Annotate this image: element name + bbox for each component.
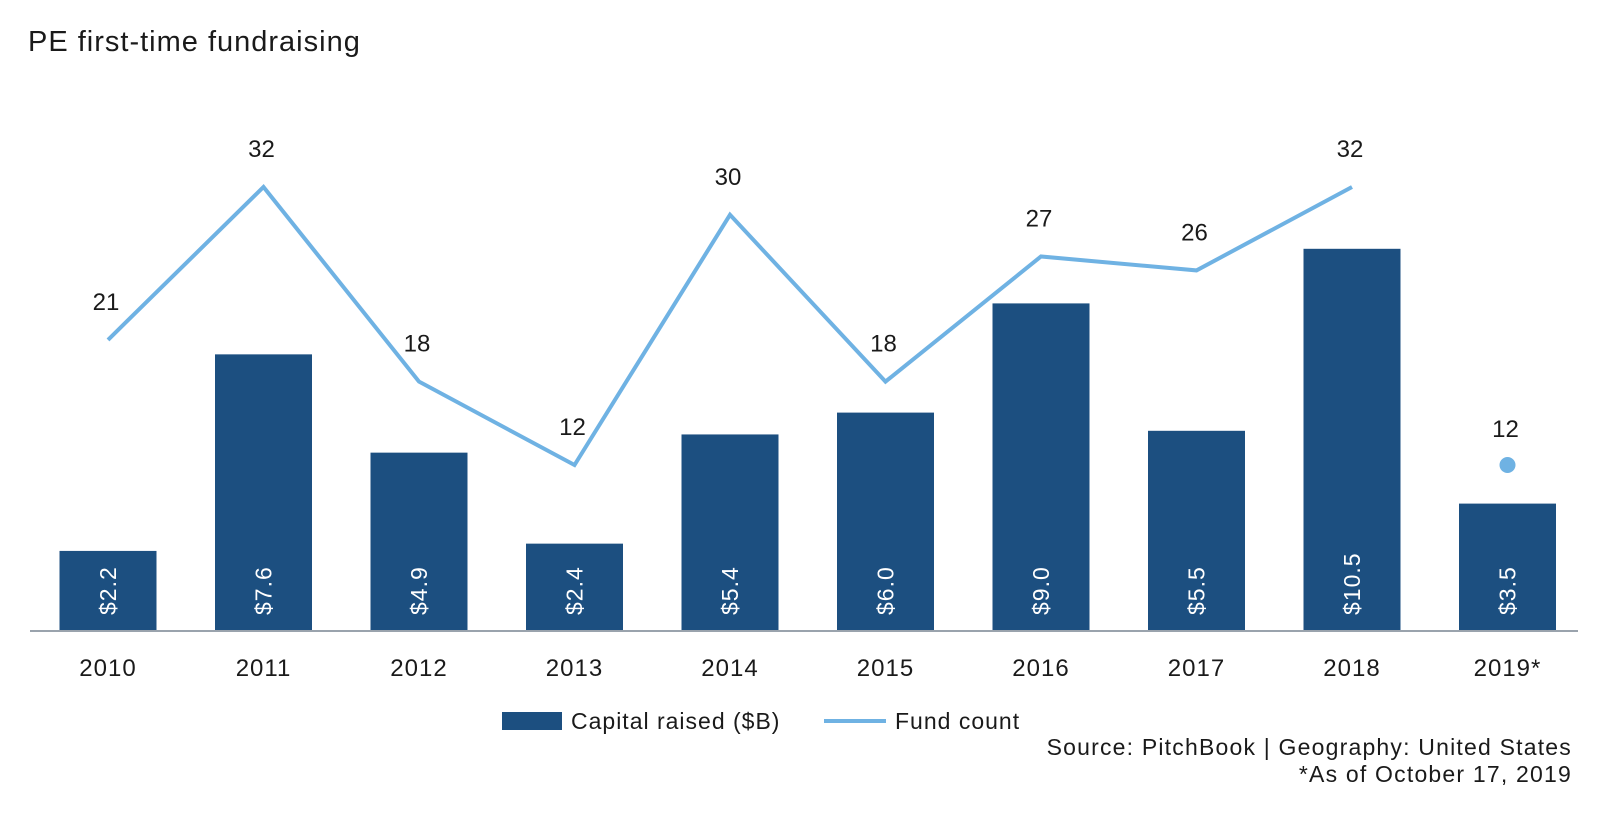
fund-count-label-2016: 27	[1026, 206, 1053, 233]
bar-2017	[1148, 430, 1245, 631]
chart-title: PE first-time fundraising	[28, 26, 361, 58]
bar-label-2016: $9.0	[1028, 566, 1054, 615]
fund-count-label-2012: 18	[404, 331, 431, 358]
bar-label-2010: $2.2	[95, 566, 121, 615]
fund-count-line	[106, 184, 1353, 468]
bar-2014	[681, 434, 779, 631]
bar-2016	[992, 303, 1090, 631]
bar-2019	[1459, 503, 1556, 631]
fund-count-label-2015: 18	[870, 331, 897, 358]
fund-count-label-2019: 12	[1492, 416, 1519, 443]
fund-count-label-2018: 32	[1337, 136, 1364, 163]
bar-label-2011: $7.6	[251, 566, 277, 615]
x-tick-2014: 2014	[701, 655, 758, 682]
x-tick-2011: 2011	[236, 655, 292, 682]
bar-labels-layer: $2.2 $7.6 $4.9 $2.4 $5.4 $6.0 $9.0 $5.5 $10.5 $3.…	[95, 552, 1521, 615]
x-tick-2013: 2013	[546, 655, 603, 682]
x-tick-2019: 2019*	[1474, 655, 1542, 682]
bar-2015	[837, 412, 934, 631]
fund-count-label-2010: 21	[93, 289, 120, 316]
bar-2013	[526, 543, 623, 631]
legend-swatch-capital	[502, 712, 562, 730]
bar-2010	[59, 550, 157, 631]
bar-2011	[215, 354, 312, 631]
legend-label-capital: Capital raised ($B)	[571, 708, 780, 734]
bar-2018	[1303, 248, 1401, 632]
fund-count-labels: 21 32 18 12 30 18 27 26 32 12	[93, 136, 1519, 443]
bar-label-2018: $10.5	[1339, 552, 1365, 615]
x-tick-2017: 2017	[1168, 655, 1225, 682]
bar-label-2014: $5.4	[717, 566, 743, 615]
x-tick-labels: 2010 2011 2012 2013 2014 2015 2016 2017 2018 2019…	[79, 655, 1542, 682]
fund-count-label-2011: 32	[248, 136, 275, 163]
fund-count-label-2013: 12	[559, 414, 586, 441]
fund-count-line-layer	[106, 184, 1516, 473]
x-tick-2016: 2016	[1012, 655, 1069, 682]
legend: Capital raised ($B) Fund count	[502, 708, 1020, 734]
x-tick-2015: 2015	[857, 655, 914, 682]
x-tick-2018: 2018	[1323, 655, 1380, 682]
bar-2012	[370, 452, 468, 631]
source-text: Source: PitchBook | Geography: United St…	[1046, 734, 1572, 760]
x-tick-2010: 2010	[79, 655, 136, 682]
bar-label-2015: $6.0	[873, 566, 899, 615]
bars-layer	[59, 248, 1556, 632]
bar-label-2012: $4.9	[406, 566, 432, 615]
legend-label-fund-count: Fund count	[895, 708, 1020, 734]
footnote-text: *As of October 17, 2019	[1298, 761, 1572, 787]
bar-label-2019: $3.5	[1495, 566, 1521, 615]
source-note: Source: PitchBook | Geography: United St…	[1047, 734, 1572, 788]
fund-count-point-2019	[1499, 457, 1516, 473]
fund-count-label-2017: 26	[1181, 219, 1208, 246]
x-tick-2012: 2012	[390, 655, 447, 682]
bar-label-2013: $2.4	[562, 566, 588, 615]
fund-count-label-2014: 30	[715, 164, 742, 191]
bar-label-2017: $5.5	[1184, 566, 1210, 615]
